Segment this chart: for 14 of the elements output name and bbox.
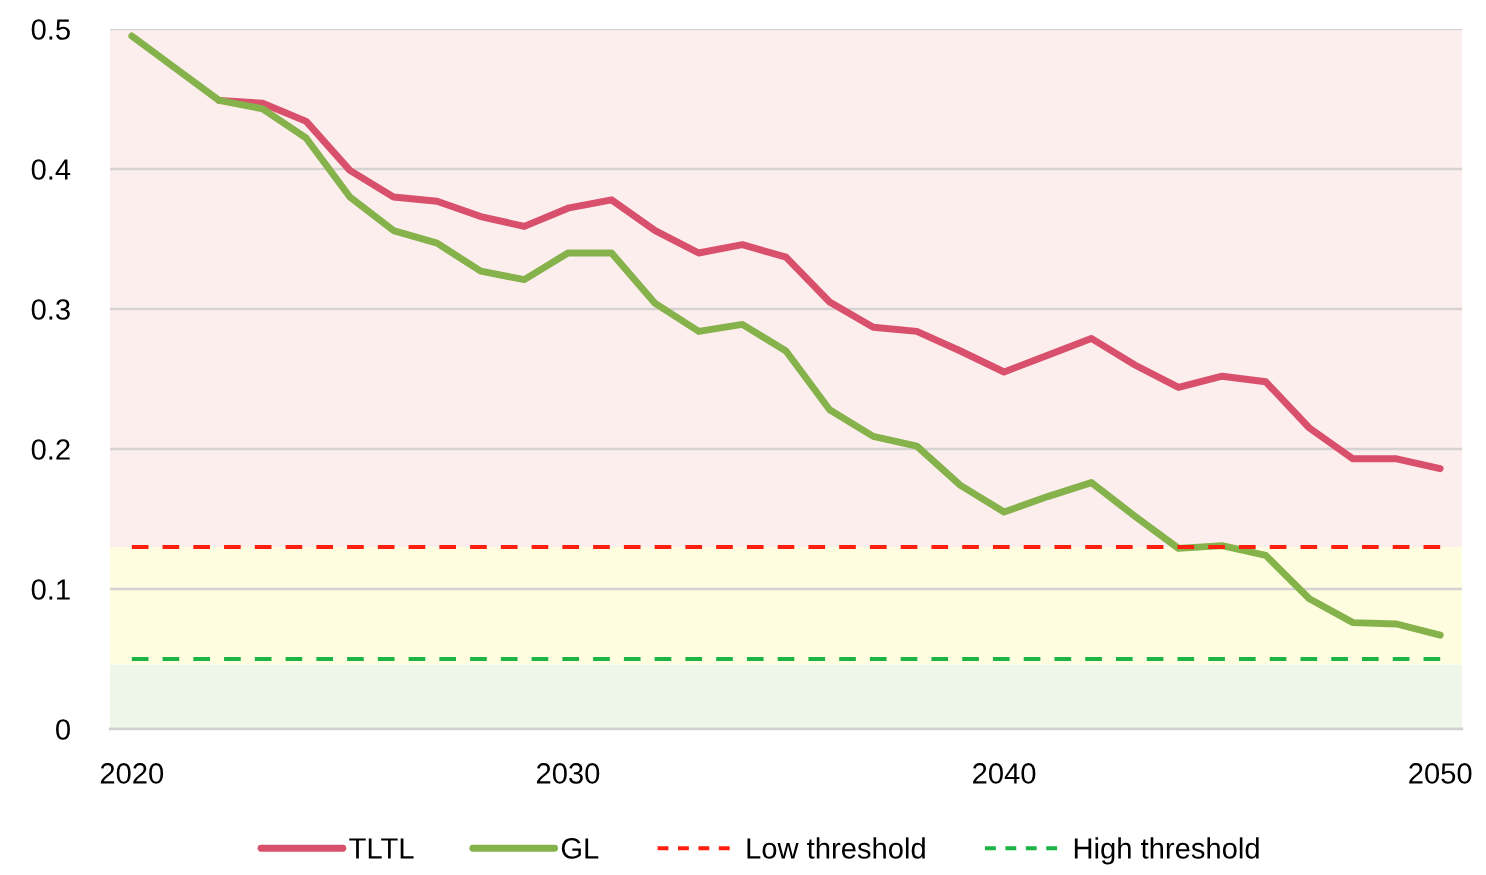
- x-tick-label: 2040: [973, 763, 1036, 784]
- legend-label: Low threshold: [747, 837, 925, 859]
- y-tick-label: 0.2: [31, 439, 70, 460]
- y-tick-label: 0.3: [31, 299, 70, 320]
- legend-label: GL: [561, 838, 599, 859]
- y-tick-label: 0.5: [31, 19, 70, 40]
- legend-label: TLTL: [349, 838, 414, 859]
- x-tick-label: 2050: [1409, 763, 1472, 784]
- x-tick-label: 2020: [100, 763, 164, 784]
- legend-label: High threshold: [1074, 837, 1259, 865]
- y-tick-label: 0: [56, 719, 70, 740]
- x-tick-label: 2030: [536, 763, 600, 784]
- y-tick-label: 0.4: [31, 159, 71, 180]
- y-tick-label: 0.1: [31, 579, 70, 600]
